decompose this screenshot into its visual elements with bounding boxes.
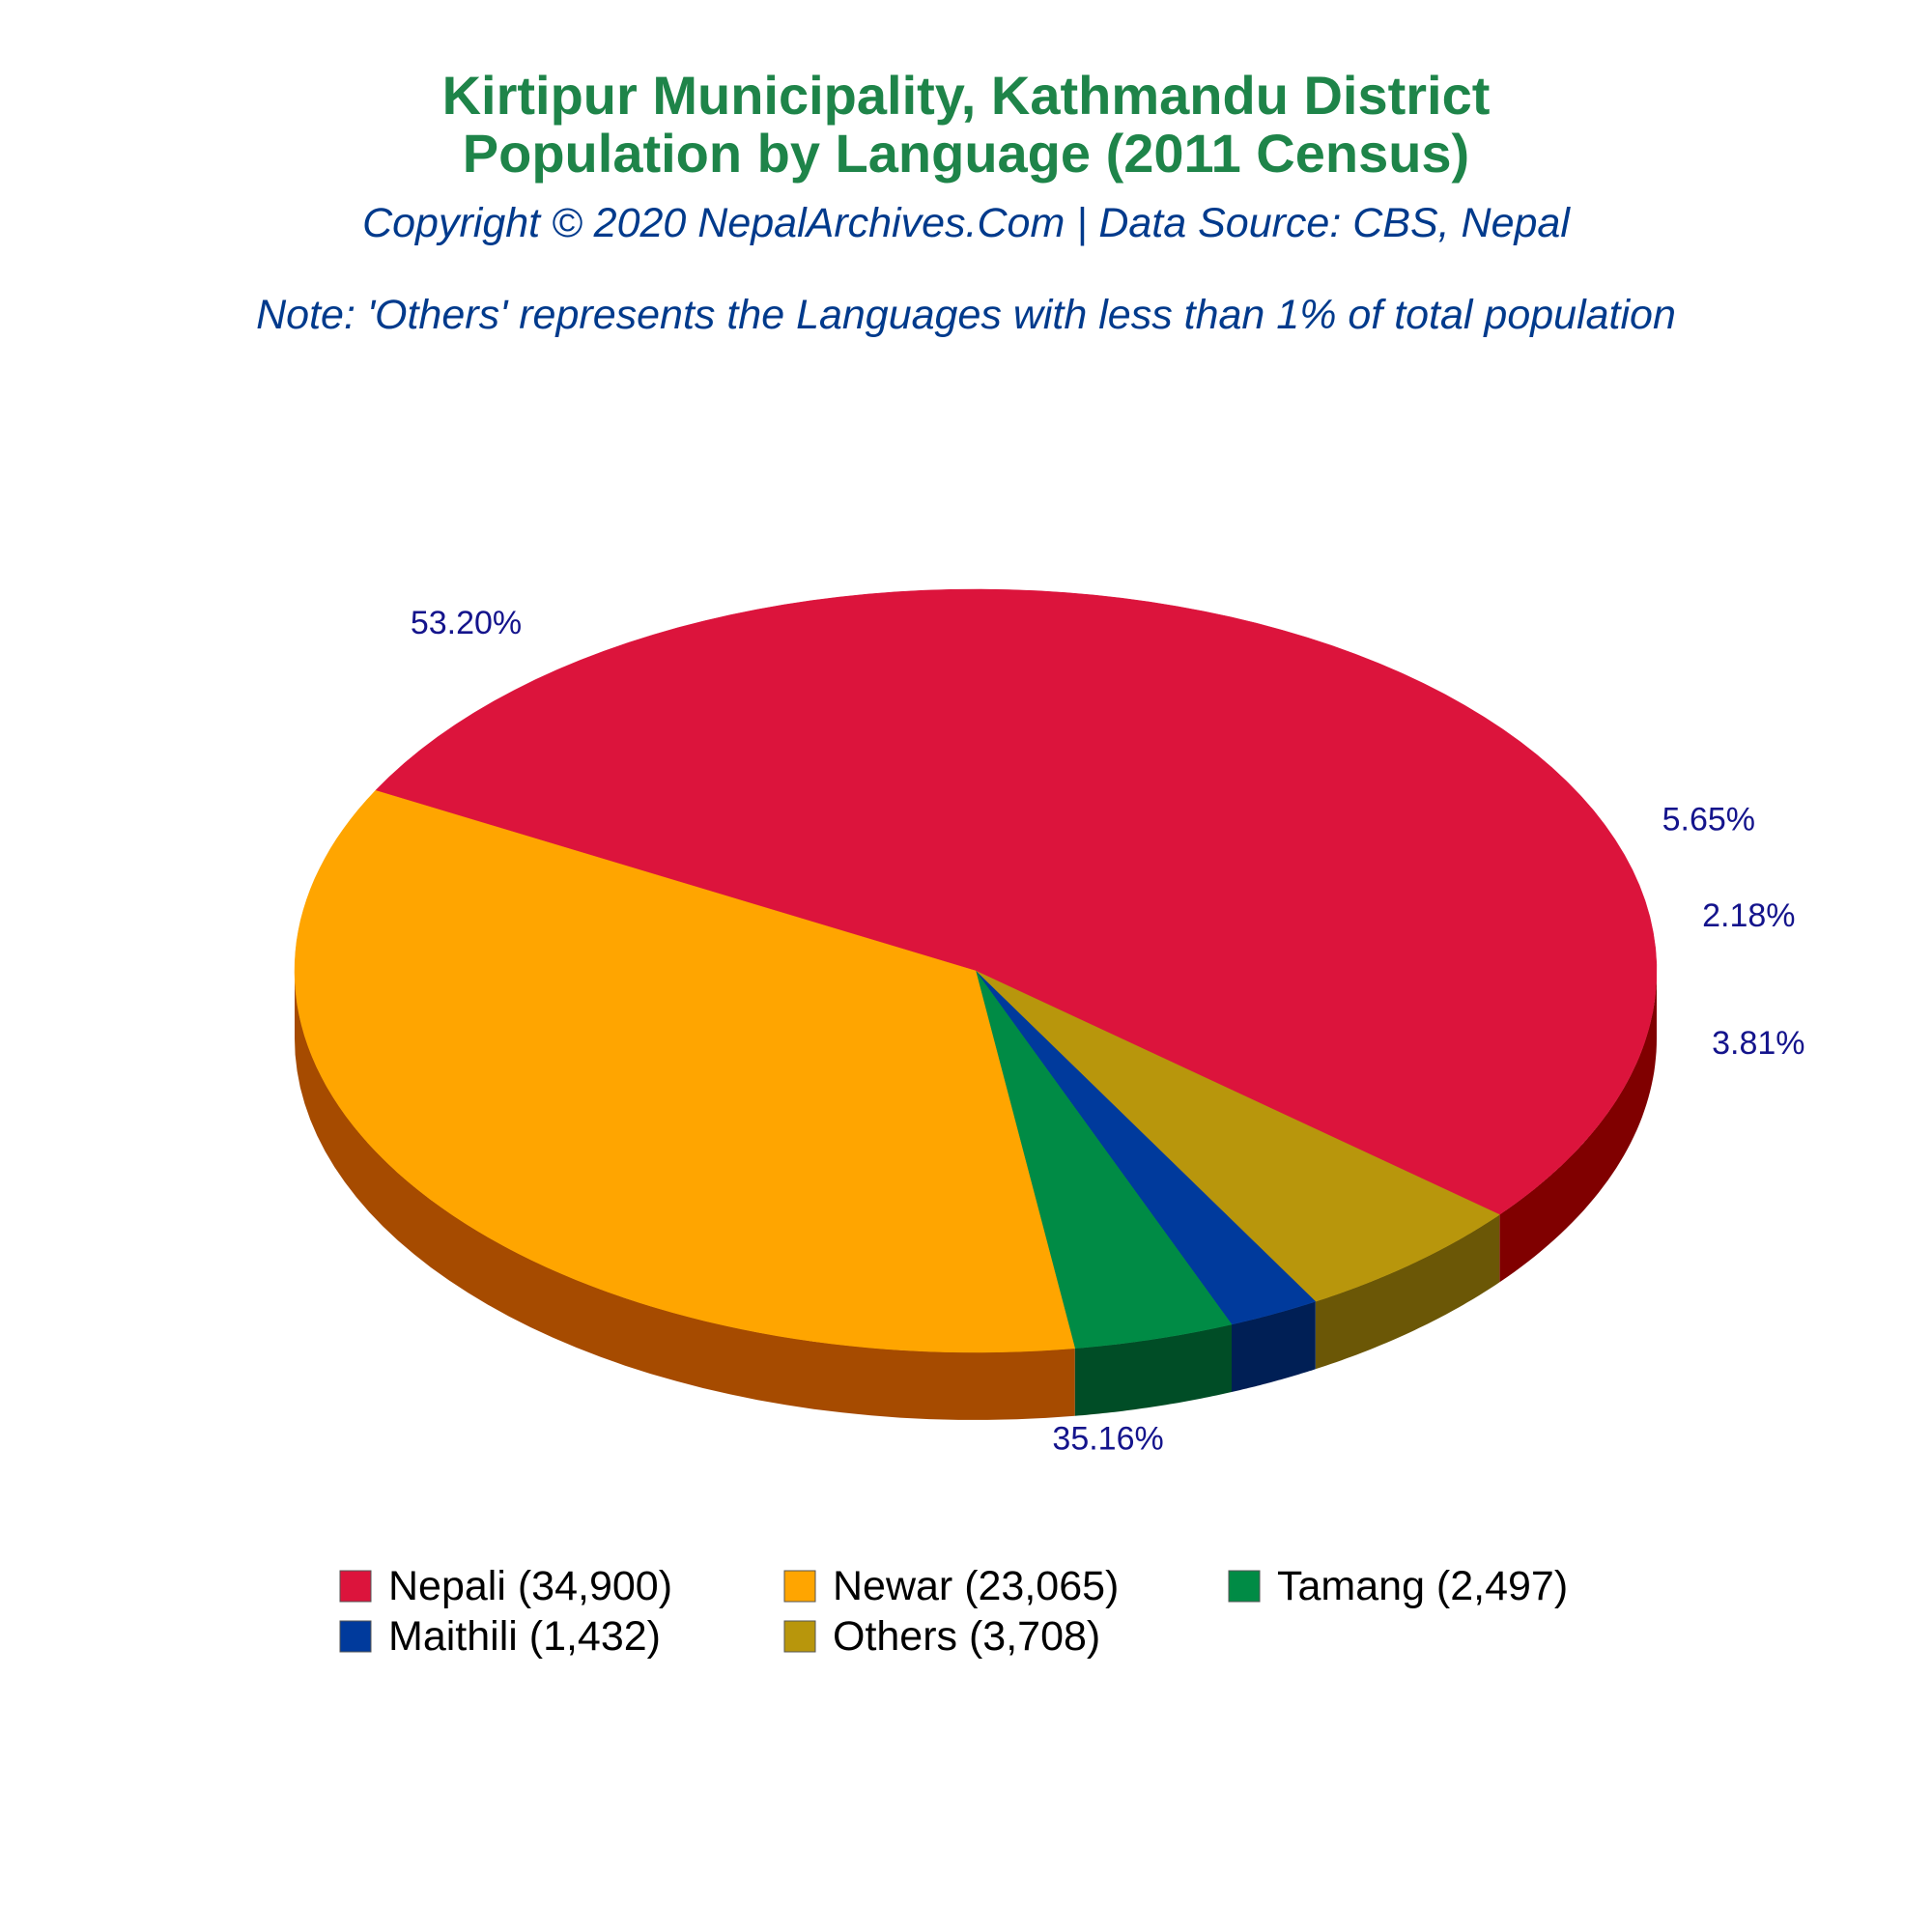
chart-title-line-2: Population by Language (2011 Census) <box>463 123 1469 184</box>
pct-label-nepali: 53.20% <box>411 605 522 641</box>
legend-label-nepali: Nepali (34,900) <box>388 1563 672 1609</box>
legend-label-tamang: Tamang (2,497) <box>1277 1563 1568 1609</box>
pie-sides <box>295 971 1657 1420</box>
pie-side-newar <box>295 971 1075 1420</box>
pie-slice-tamang <box>975 970 1233 1350</box>
pct-label-others: 5.65% <box>1662 802 1755 838</box>
pie-side-nepali <box>1499 971 1657 1283</box>
chart-note: Note: 'Others' represents the Languages … <box>256 292 1676 338</box>
pie-labels: 53.20% 5.65% 2.18% 3.81% 35.16% <box>411 605 1805 1458</box>
pie-side-others <box>1315 1214 1500 1370</box>
pie-slice-newar <box>294 790 1076 1353</box>
legend-label-maithili: Maithili (1,432) <box>388 1613 661 1660</box>
pct-label-newar: 35.16% <box>1052 1421 1163 1458</box>
pie-slice-others <box>975 970 1500 1302</box>
legend-swatch-newar <box>783 1570 816 1603</box>
legend: Nepali (34,900) Newar (23,065) Tamang (2,4… <box>339 1563 1568 1660</box>
legend-swatch-maithili <box>339 1620 372 1653</box>
legend-swatch-others <box>783 1620 816 1653</box>
pie-side-maithili <box>1232 1301 1316 1392</box>
pie-slice-maithili <box>975 970 1317 1325</box>
pie-slices <box>294 588 1658 1353</box>
pct-label-tamang: 3.81% <box>1712 1025 1804 1062</box>
pie-slice-nepali <box>375 588 1658 1215</box>
chart-title-line-1: Kirtipur Municipality, Kathmandu Distric… <box>442 65 1491 126</box>
legend-label-newar: Newar (23,065) <box>833 1563 1119 1609</box>
pct-label-maithili: 2.18% <box>1702 897 1795 934</box>
chart-subtitle: Copyright © 2020 NepalArchives.Com | Dat… <box>362 200 1571 246</box>
legend-swatch-tamang <box>1228 1570 1261 1603</box>
legend-label-others: Others (3,708) <box>833 1613 1100 1660</box>
pie-side-tamang <box>1074 1324 1232 1416</box>
legend-swatch-nepali <box>339 1570 372 1603</box>
